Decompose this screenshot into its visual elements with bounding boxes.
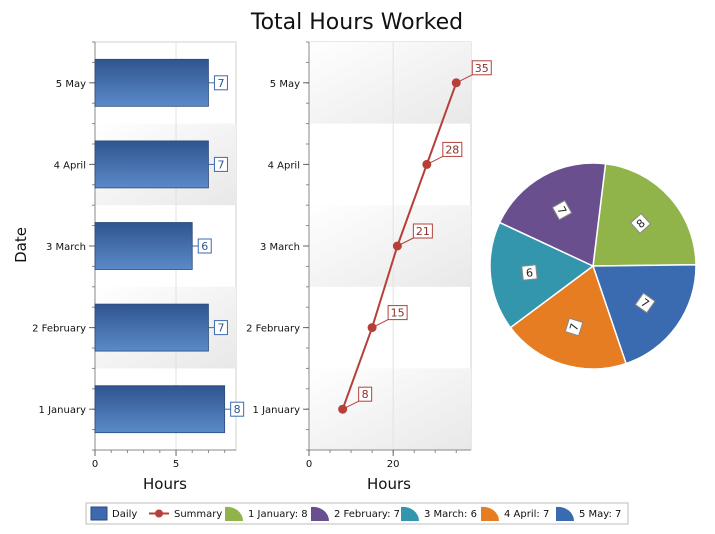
legend-label: Summary bbox=[174, 509, 222, 520]
bar-y-tick-label: 5 May bbox=[56, 79, 86, 90]
line-band bbox=[309, 368, 471, 450]
legend-label: 2 February: 7 bbox=[334, 509, 400, 520]
bar-x-axis-title: Hours bbox=[143, 475, 187, 493]
line-label-box bbox=[471, 60, 492, 76]
legend-label: 5 May: 7 bbox=[579, 509, 621, 520]
line-value-label: 21 bbox=[416, 225, 430, 238]
line-label-box bbox=[442, 141, 463, 157]
line-label-leader bbox=[371, 319, 389, 329]
pie-label-box bbox=[629, 212, 652, 234]
bar-value-label: 7 bbox=[217, 322, 224, 335]
line-value-label: 15 bbox=[391, 307, 405, 320]
bar bbox=[94, 58, 209, 107]
legend-label: 4 April: 7 bbox=[504, 509, 549, 520]
pie-slice bbox=[509, 264, 627, 370]
legend-item: 2 February: 7 bbox=[311, 506, 400, 521]
pie-value-label: 7 bbox=[567, 322, 581, 333]
bar-value-label: 7 bbox=[217, 77, 224, 90]
pie-slice bbox=[498, 162, 607, 268]
line-y-tick-label: 3 March bbox=[260, 242, 300, 253]
bar-x-tick-label: 5 bbox=[173, 459, 179, 470]
bar-x-tick-label: 0 bbox=[92, 459, 98, 470]
pie-chart-panel: 8 7 7 6 7 bbox=[489, 162, 697, 370]
legend-item: Summary bbox=[149, 509, 222, 520]
pie-label: 8 bbox=[629, 212, 652, 234]
legend-swatch bbox=[556, 506, 575, 521]
legend-swatch bbox=[481, 506, 500, 521]
line-band bbox=[309, 42, 471, 124]
pie-slice bbox=[592, 162, 697, 267]
bar bbox=[94, 303, 209, 352]
pie-label-box bbox=[551, 199, 573, 221]
line-chart-panel: 1 January 2 February 3 March 4 April 5 May 0 2… bbox=[246, 41, 492, 493]
bar-label-box bbox=[230, 401, 245, 417]
bar-label-box bbox=[213, 320, 228, 336]
pie-slice bbox=[591, 263, 697, 365]
line-label-box bbox=[387, 305, 408, 321]
pie-label-box bbox=[564, 317, 584, 337]
bar bbox=[94, 385, 226, 434]
legend-label: 3 March: 6 bbox=[424, 509, 477, 520]
legend: Daily Summary 1 January: 8 2 February: 7 3 M… bbox=[85, 502, 629, 525]
bar-y-tick-label: 2 February bbox=[32, 324, 86, 335]
line-x-axis-title: Hours bbox=[367, 475, 411, 493]
line-x-tick-label: 0 bbox=[306, 459, 312, 470]
pie-label-box bbox=[521, 264, 538, 281]
bar-value-label: 7 bbox=[217, 158, 224, 171]
bar-y-tick-label: 1 January bbox=[39, 405, 87, 416]
legend-item: 4 April: 7 bbox=[481, 506, 549, 521]
bar-y-tick-label: 3 March bbox=[46, 242, 86, 253]
pie-value-label: 6 bbox=[525, 266, 533, 280]
line-y-tick-label: 5 May bbox=[270, 79, 300, 90]
line-value-label: 8 bbox=[362, 388, 369, 401]
bar-chart-panel: 1 January 2 February 3 March 4 April 5 May 0 5… bbox=[12, 41, 245, 493]
bar-label-box bbox=[197, 238, 212, 254]
pie-label: 6 bbox=[521, 264, 538, 281]
line-x-tick-label: 20 bbox=[387, 459, 400, 470]
bar-label-box bbox=[213, 75, 228, 91]
legend-swatch bbox=[90, 506, 108, 521]
legend-item: Daily bbox=[90, 506, 137, 521]
line-label-leader bbox=[426, 155, 444, 165]
bar bbox=[94, 222, 193, 270]
bar-label-box bbox=[213, 156, 228, 172]
legend-item: 1 January: 8 bbox=[225, 506, 308, 521]
bar bbox=[94, 140, 209, 189]
pie-label: 7 bbox=[564, 317, 584, 337]
legend-swatch bbox=[225, 506, 244, 521]
legend-swatch bbox=[401, 506, 420, 521]
chart-title: Total Hours Worked bbox=[250, 10, 463, 35]
pie-label: 7 bbox=[634, 292, 656, 314]
line-label-box bbox=[358, 386, 373, 402]
line-label-leader bbox=[456, 74, 473, 84]
legend-label: Daily bbox=[112, 509, 137, 520]
pie-slice bbox=[489, 221, 595, 329]
pie-label-box bbox=[634, 292, 656, 314]
line-y-tick-label: 4 April bbox=[268, 160, 300, 171]
legend-swatch bbox=[149, 509, 169, 518]
legend-swatch bbox=[311, 506, 330, 521]
line-y-tick-label: 1 January bbox=[253, 405, 301, 416]
bar-value-label: 6 bbox=[201, 240, 208, 253]
line-label-box bbox=[412, 223, 433, 239]
legend-label: 1 January: 8 bbox=[248, 509, 308, 520]
bar-value-label: 8 bbox=[234, 403, 241, 416]
line-label-leader bbox=[342, 400, 359, 410]
line-label-leader bbox=[397, 237, 414, 247]
pie-label: 7 bbox=[551, 199, 573, 221]
line-y-tick-label: 2 February bbox=[246, 324, 300, 335]
bar-y-tick-label: 4 April bbox=[54, 160, 86, 171]
legend-item: 3 March: 6 bbox=[401, 506, 477, 521]
line-band bbox=[309, 205, 471, 287]
line-value-label: 28 bbox=[445, 143, 459, 156]
legend-item: 5 May: 7 bbox=[556, 506, 621, 521]
y-axis-title: Date bbox=[12, 227, 30, 263]
line-value-label: 35 bbox=[475, 62, 489, 75]
